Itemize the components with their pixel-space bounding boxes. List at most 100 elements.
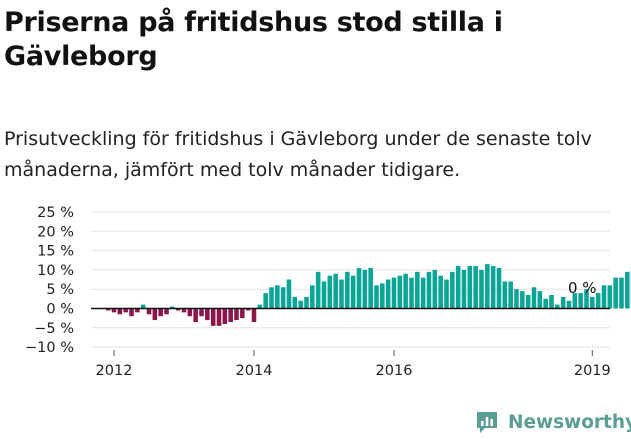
- y-tick-label: 5 %: [46, 282, 74, 298]
- bar: [228, 308, 233, 323]
- bar: [280, 287, 286, 309]
- bar: [199, 308, 204, 317]
- bar: [362, 269, 368, 309]
- bar: [193, 308, 198, 323]
- bar: [210, 308, 216, 326]
- bar: [391, 277, 397, 309]
- bar: [315, 271, 321, 309]
- bar: [619, 277, 624, 309]
- bar: [333, 273, 338, 309]
- bar: [584, 289, 589, 309]
- bar: [298, 300, 303, 309]
- bar: [275, 285, 280, 309]
- bar: [292, 296, 298, 309]
- bar: [356, 267, 362, 309]
- bar: [572, 293, 578, 309]
- bar: [117, 308, 123, 315]
- bar: [240, 308, 245, 319]
- bar: [263, 293, 268, 309]
- bar: [350, 275, 356, 309]
- bar: [140, 304, 146, 309]
- bar: [595, 293, 601, 309]
- bar: [455, 266, 461, 309]
- bar: [479, 269, 484, 309]
- brand-logo: Newsworthy: [474, 406, 631, 438]
- bar: [525, 294, 531, 309]
- bar: [613, 277, 618, 309]
- bar-series: [105, 264, 631, 326]
- bar: [222, 308, 228, 324]
- bar: [175, 308, 181, 311]
- bar: [152, 308, 158, 321]
- bar: [625, 271, 630, 309]
- bar: [502, 281, 508, 309]
- bar: [286, 279, 292, 309]
- y-tick-label: 20 %: [37, 224, 74, 240]
- bar: [234, 308, 239, 321]
- bar: [549, 294, 554, 309]
- bar: [403, 273, 408, 309]
- bar: [409, 277, 414, 309]
- bar: [467, 266, 473, 309]
- bar: [245, 308, 251, 311]
- bar: [496, 267, 502, 309]
- bar: [520, 291, 525, 309]
- bar: [205, 308, 210, 321]
- bar: [555, 304, 560, 309]
- bar: [105, 308, 111, 311]
- bar: [420, 277, 426, 309]
- bar: [181, 308, 187, 313]
- bar: [310, 285, 315, 309]
- bar: [327, 275, 333, 309]
- bar: [543, 298, 548, 309]
- bar: [374, 285, 379, 309]
- y-tick-label: 0 %: [46, 302, 74, 318]
- bar: [444, 279, 449, 309]
- bar: [216, 308, 222, 326]
- bar: [590, 296, 595, 309]
- bar: [380, 283, 385, 309]
- bar: [129, 308, 134, 317]
- x-tick-label: 2014: [236, 363, 273, 379]
- bar: [111, 308, 117, 313]
- bar: [485, 264, 490, 309]
- gridlines: [91, 211, 610, 348]
- bar: [345, 271, 350, 309]
- bar: [432, 269, 438, 309]
- y-tick-label: 15 %: [37, 244, 74, 260]
- bar: [601, 285, 607, 309]
- bar: [251, 308, 257, 323]
- bar: [450, 271, 455, 309]
- bar: [415, 271, 420, 309]
- bar: [508, 281, 513, 309]
- x-tick-label: 2019: [574, 363, 611, 379]
- x-tick-label: 2016: [376, 363, 413, 379]
- bar: [187, 308, 193, 317]
- bar: [607, 285, 613, 309]
- bar: [560, 296, 566, 309]
- bar: [566, 300, 572, 309]
- chart-subtitle: Prisutveckling för fritidshus i Gävlebor…: [4, 128, 592, 181]
- bar: [304, 296, 309, 309]
- bar: [164, 308, 169, 315]
- bar: [490, 266, 496, 309]
- bar: [123, 308, 128, 313]
- bar-chart: −10 % −5 % 0 % 5 % 10 % 15 % 20 % 25 % 2012 2014…: [25, 205, 631, 379]
- bar: [368, 267, 373, 309]
- y-tick-label: 10 %: [37, 263, 74, 279]
- x-axis: 2012201420162019202120232025: [96, 350, 611, 379]
- bar: [531, 287, 537, 309]
- bar: [158, 308, 163, 317]
- bar: [339, 279, 344, 309]
- newsworthy-logo-icon: [477, 412, 497, 433]
- bar: [135, 308, 140, 313]
- bar: [461, 269, 467, 309]
- bar: [146, 308, 152, 315]
- bar: [578, 293, 583, 309]
- latest-value-annotation: 0 %: [568, 279, 597, 297]
- bar: [397, 275, 403, 309]
- bar: [426, 271, 432, 309]
- bar: [321, 281, 327, 309]
- bar: [257, 304, 263, 309]
- y-axis: −10 % −5 % 0 % 5 % 10 % 15 % 20 % 25 %: [25, 205, 74, 356]
